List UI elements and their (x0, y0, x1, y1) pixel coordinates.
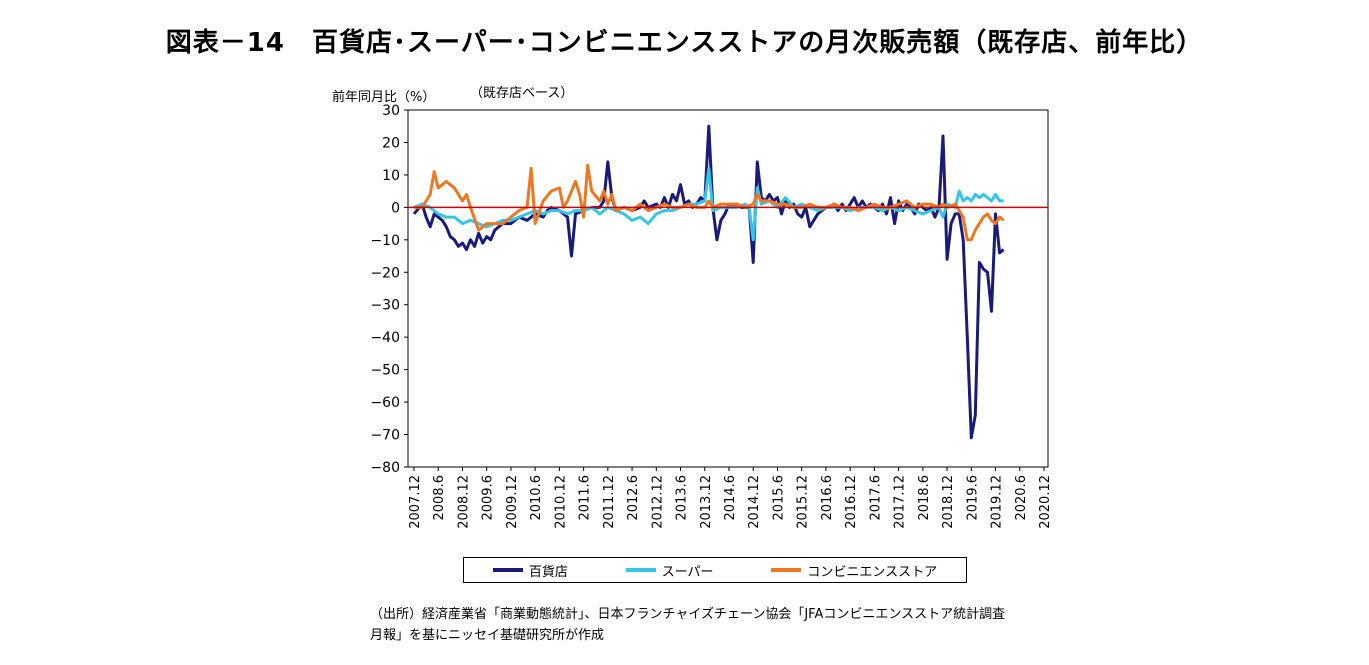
legend: 百貨店 スーパー コンビニエンスストア (463, 557, 967, 583)
y-tick-label: 0 (391, 200, 400, 216)
x-tick-label: 2017.12 (893, 475, 908, 529)
x-tick-label: 2020.12 (1038, 475, 1053, 529)
x-tick-label: 2020.6 (1014, 475, 1029, 521)
x-tick-label: 2008.6 (432, 475, 447, 521)
x-tick-label: 2014.12 (747, 475, 762, 529)
y-tick-label: 20 (382, 135, 400, 151)
x-tick-label: 2009.6 (481, 475, 496, 521)
legend-item-department-store: 百貨店 (492, 561, 568, 580)
y-tick-label: −40 (370, 330, 400, 346)
x-tick-label: 2013.6 (675, 475, 690, 521)
x-tick-label: 2010.6 (529, 475, 544, 521)
x-tick-label: 2019.12 (990, 475, 1005, 529)
x-tick-label: 2019.6 (965, 475, 980, 521)
x-tick-label: 2018.12 (941, 475, 956, 529)
y-axis-label: 前年同月比（%） (332, 90, 436, 105)
chart-title: 図表－14 百貨店･スーパー･コンビニエンスストアの月次販売額（既存店、前年比） (165, 28, 1204, 58)
x-tick-label: 2011.12 (602, 475, 617, 529)
x-tick-label: 2009.12 (505, 475, 520, 529)
y-tick-label: −10 (370, 233, 400, 249)
x-tick-label: 2018.6 (917, 475, 932, 521)
x-tick-label: 2010.12 (553, 475, 568, 529)
x-tick-label: 2017.6 (868, 475, 883, 521)
x-tick-label: 2016.12 (844, 475, 859, 529)
y-tick-label: −80 (370, 460, 400, 476)
y-tick-label: 10 (382, 168, 400, 184)
x-tick-label: 2016.6 (820, 475, 835, 521)
source-line-1: （出所）経済産業省「商業動態統計」、日本フランチャイズチェーン協会「JFAコンビ… (370, 607, 1006, 622)
x-tick-label: 2008.12 (456, 475, 471, 529)
legend-swatch-department-store (492, 568, 523, 572)
chart-note: （既存店ベース） (470, 86, 574, 101)
x-tick-label: 2012.6 (626, 475, 641, 521)
y-tick-label: −50 (370, 363, 400, 379)
source-line-2: 月報」を基にニッセイ基礎研究所が作成 (370, 628, 605, 643)
legend-swatch-convenience-store (771, 568, 802, 572)
x-tick-label: 2012.12 (650, 475, 665, 529)
plot-area-frame (407, 109, 1049, 468)
y-tick-label: 30 (382, 103, 400, 119)
x-tick-label: 2011.6 (578, 475, 593, 521)
source-note: （出所）経済産業省「商業動態統計」、日本フランチャイズチェーン協会「JFAコンビ… (370, 604, 1005, 646)
legend-label-convenience-store: コンビニエンスストア (807, 564, 938, 580)
x-tick-label: 2015.6 (771, 475, 786, 521)
x-tick-label: 2014.6 (723, 475, 738, 521)
y-tick-label: −20 (370, 265, 400, 281)
legend-label-department-store: 百貨店 (528, 564, 568, 580)
x-tick-label: 2007.12 (408, 475, 423, 529)
legend-item-supermarket: スーパー (625, 561, 714, 580)
y-tick-label: −60 (370, 395, 400, 411)
series-line-supermarket (413, 166, 1004, 242)
legend-item-convenience-store: コンビニエンスストア (771, 561, 937, 580)
legend-label-supermarket: スーパー (661, 564, 714, 580)
x-tick-label: 2013.12 (699, 475, 714, 529)
x-tick-label: 2015.12 (796, 475, 811, 529)
y-tick-label: −30 (370, 298, 400, 314)
y-tick-label: −70 (370, 428, 400, 444)
legend-swatch-supermarket (625, 568, 656, 572)
